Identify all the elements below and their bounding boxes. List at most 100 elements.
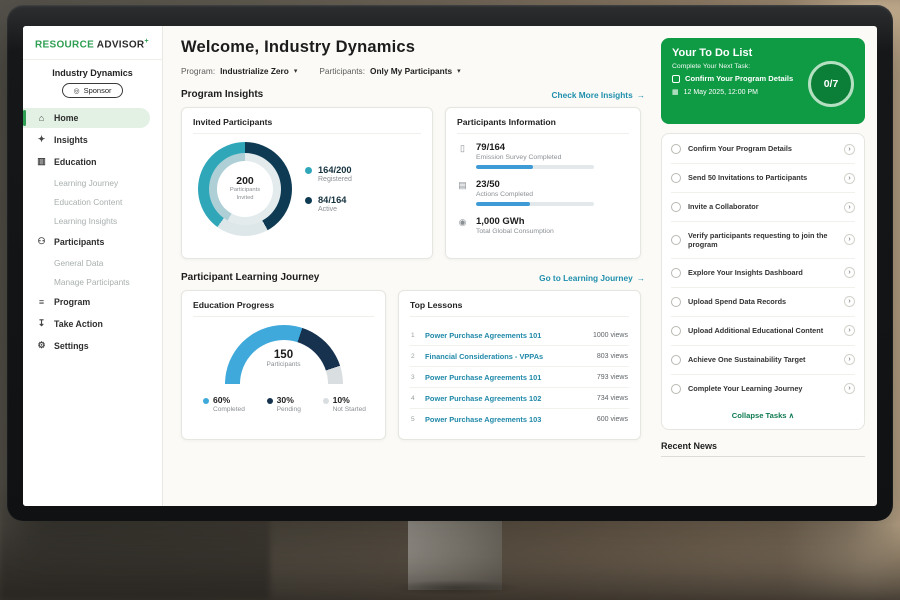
monitor-bezel: RESOURCE ADVISOR+ Industry Dynamics ◎ Sp… [7, 5, 893, 521]
task-row[interactable]: Achieve One Sustainability Target › [671, 346, 855, 375]
brand-logo: RESOURCE ADVISOR+ [23, 38, 162, 61]
legend-not-started: 10% Not Started [322, 395, 366, 413]
todo-task-list: Confirm Your Program Details › Send 50 I… [661, 133, 865, 430]
task-row[interactable]: Invite a Collaborator › [671, 193, 855, 222]
sidebar-item-learning-journey[interactable]: Learning Journey [54, 177, 119, 188]
top-lessons-card: Top Lessons 1 Power Purchase Agreements … [398, 290, 641, 440]
check-more-insights-link[interactable]: Check More Insights → [551, 89, 645, 100]
progress-bar [476, 165, 594, 169]
sidebar-item-manage-participants[interactable]: Manage Participants [54, 276, 130, 287]
desk-shadow [0, 525, 900, 600]
sidebar-item-take-action[interactable]: ↧ Take Action [37, 318, 103, 329]
chevron-right-icon[interactable]: › [844, 201, 855, 213]
task-checkbox[interactable] [671, 267, 681, 278]
legend-dot [305, 197, 312, 204]
lesson-row[interactable]: 5 Power Purchase Agreements 103 600 view… [411, 414, 628, 424]
task-checkbox[interactable] [671, 234, 681, 245]
legend-registered: 164/200 Registered [305, 165, 352, 183]
sidebar-item-learning-insights[interactable]: Learning Insights [54, 215, 118, 226]
chevron-down-icon: ▾ [293, 68, 298, 75]
sidebar-item-insights[interactable]: ✦ Insights [37, 134, 88, 145]
sidebar-item-general-data[interactable]: General Data [54, 257, 104, 268]
lesson-row[interactable]: 3 Power Purchase Agreements 101 793 view… [410, 367, 629, 388]
gauge-center-label: Participants [266, 361, 301, 368]
task-row[interactable]: Upload Additional Educational Content › [671, 317, 855, 346]
chevron-right-icon[interactable]: › [844, 325, 855, 337]
metric-global-consumption: ◉ 1,000 GWh Total Global Consumption [458, 216, 554, 235]
todo-panel: Your To Do List Complete Your Next Task:… [659, 26, 877, 506]
insights-icon: ✦ [37, 134, 46, 145]
main-content: Welcome, Industry Dynamics Program: Indu… [163, 26, 659, 506]
dashboard-screen: RESOURCE ADVISOR+ Industry Dynamics ◎ Sp… [23, 26, 877, 506]
sidebar-item-education-content[interactable]: Education Content [54, 196, 123, 207]
sidebar: RESOURCE ADVISOR+ Industry Dynamics ◎ Sp… [23, 26, 163, 506]
metric-actions-completed: ▤ 23/50 Actions Completed [457, 179, 629, 206]
legend-dot [305, 167, 312, 174]
calendar-icon: ▦ [672, 89, 679, 97]
sidebar-item-settings[interactable]: ⚙ Settings [37, 340, 89, 351]
task-checkbox[interactable] [671, 296, 681, 307]
task-checkbox[interactable] [671, 325, 681, 336]
sidebar-item-home[interactable]: ⌂ Home [23, 108, 150, 129]
donut-center-value: 200 [236, 175, 254, 188]
program-insights-heading: Program Insights [181, 89, 264, 100]
lesson-row[interactable]: 1 Power Purchase Agreements 101 1000 vie… [410, 325, 629, 346]
education-icon: ▥ [37, 156, 46, 167]
sidebar-item-participants[interactable]: ⚇ Participants [37, 236, 105, 247]
legend-dot [266, 397, 273, 404]
arrow-right-icon: → [636, 89, 645, 100]
legend-active: 84/164 Active [305, 195, 352, 213]
page-title: Welcome, Industry Dynamics [181, 38, 416, 56]
lesson-row[interactable]: 2 Financial Considerations - VPPAs 803 v… [410, 346, 629, 367]
collapse-up-icon: ∧ [788, 410, 795, 420]
invited-donut-chart: 200 Participants Invited [198, 142, 292, 236]
sponsor-badge[interactable]: ◎ Sponsor [62, 83, 123, 99]
next-task[interactable]: Confirm Your Program Details [672, 74, 804, 83]
legend-completed: 60% Completed [203, 395, 245, 413]
org-name: Industry Dynamics [52, 68, 133, 79]
arrow-right-icon: → [636, 272, 645, 283]
task-row[interactable]: Complete Your Learning Journey › [671, 375, 855, 403]
lesson-row[interactable]: 4 Power Purchase Agreements 102 734 view… [410, 388, 629, 409]
legend-dot [322, 397, 329, 404]
task-checkbox[interactable] [671, 144, 681, 154]
recent-news-heading: Recent News [661, 441, 865, 457]
sidebar-item-education[interactable]: ▥ Education [37, 156, 97, 167]
task-checkbox[interactable] [671, 354, 681, 365]
chevron-right-icon[interactable]: › [844, 383, 855, 395]
program-dropdown[interactable]: Program: Industrialize Zero ▾ [181, 66, 298, 76]
sidebar-item-program[interactable]: ≡ Program [23, 292, 162, 312]
consumption-icon: ◉ [458, 217, 467, 227]
task-row[interactable]: Confirm Your Program Details › [671, 135, 855, 164]
sponsor-icon: ◎ [73, 87, 80, 95]
invited-participants-card: Invited Participants 200 Participants In… [181, 107, 433, 259]
todo-hero-card: Your To Do List Complete Your Next Task:… [661, 38, 865, 124]
task-row[interactable]: Send 50 Invitations to Participants › [671, 164, 855, 193]
checkbox-icon[interactable] [672, 75, 680, 83]
due-date: ▦ 12 May 2025, 12:00 PM [672, 88, 758, 97]
metric-emission-survey: ▯ 79/164 Emission Survey Completed [457, 142, 629, 169]
go-to-learning-journey-link[interactable]: Go to Learning Journey → [539, 272, 645, 283]
chevron-right-icon[interactable]: › [844, 172, 855, 184]
chevron-right-icon[interactable]: › [844, 234, 855, 246]
chevron-right-icon[interactable]: › [844, 354, 855, 366]
chevron-right-icon[interactable]: › [844, 296, 855, 308]
participants-information-card: Participants Information ▯ 79/164 Emissi… [445, 107, 641, 259]
collapse-tasks-link[interactable]: Collapse Tasks ∧ [731, 410, 795, 420]
donut-center-label: Participants Invited [229, 187, 261, 201]
task-checkbox[interactable] [671, 173, 681, 183]
participants-icon: ⚇ [37, 236, 46, 247]
task-row[interactable]: Upload Spend Data Records › [671, 288, 855, 317]
home-icon: ⌂ [38, 113, 45, 124]
task-row[interactable]: Verify participants requesting to join t… [671, 222, 855, 259]
participants-dropdown[interactable]: Participants: Only My Participants ▾ [319, 66, 461, 76]
chevron-right-icon[interactable]: › [844, 267, 855, 279]
actions-icon: ▤ [458, 180, 467, 190]
task-row[interactable]: Explore Your Insights Dashboard › [671, 259, 855, 288]
education-progress-card: Education Progress 150 Participants 60% … [181, 290, 386, 440]
task-checkbox[interactable] [671, 202, 681, 212]
education-gauge-chart: 150 Participants [224, 325, 343, 384]
sidebar-nav: ⌂ Home ✦ Insights ▥ Education Learning J… [23, 108, 162, 356]
task-checkbox[interactable] [671, 383, 681, 394]
chevron-right-icon[interactable]: › [844, 143, 855, 155]
